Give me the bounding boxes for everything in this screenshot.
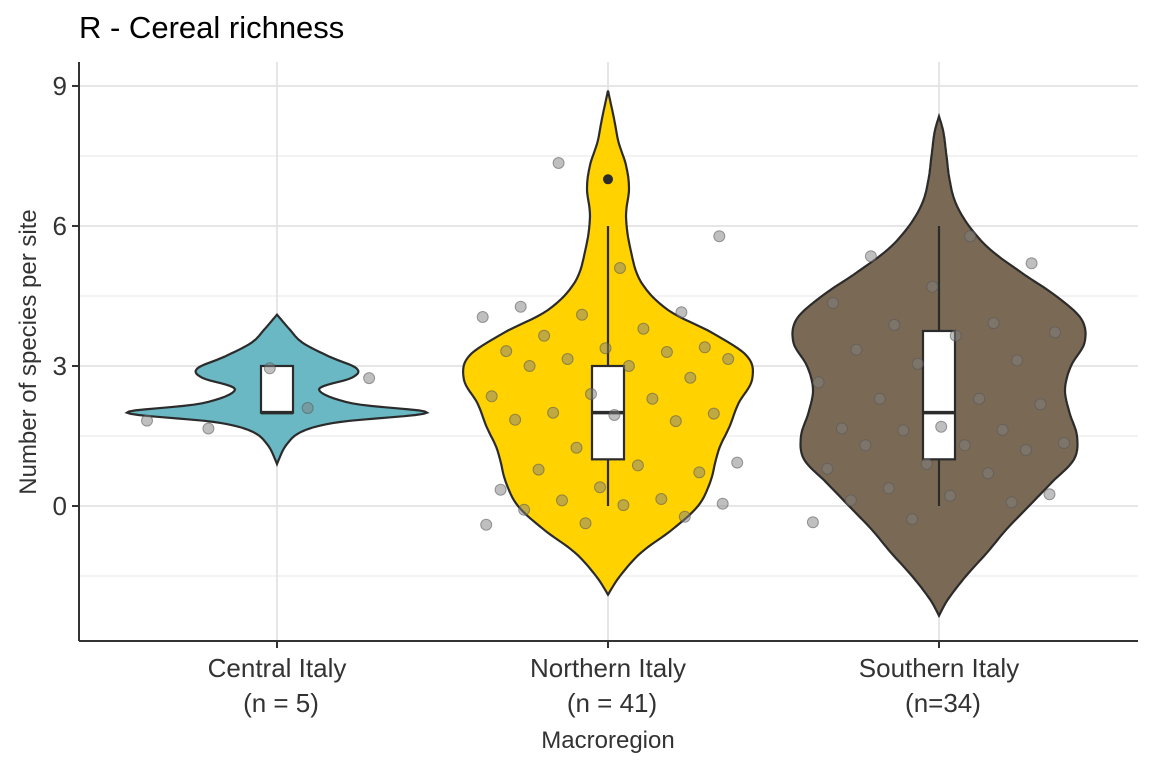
data-point: [579, 517, 592, 530]
chart-title: R - Cereal richness: [79, 10, 344, 45]
y-tick-label: 6: [53, 211, 67, 241]
data-point: [480, 518, 493, 531]
data-point: [1020, 444, 1032, 456]
data-point: [949, 329, 962, 342]
data-point: [835, 422, 848, 435]
data-point: [911, 357, 924, 370]
data-point: [518, 503, 531, 516]
data-point: [538, 329, 551, 342]
data-point: [850, 343, 863, 356]
data-point: [944, 489, 957, 502]
data-point: [622, 360, 635, 372]
data-point: [713, 230, 726, 243]
data-point: [958, 439, 971, 452]
data-point: [363, 372, 376, 385]
data-point: [684, 371, 697, 384]
data-point: [509, 413, 522, 426]
box-iqr: [921, 329, 957, 461]
y-tick-label: 0: [53, 491, 67, 521]
data-point: [678, 510, 691, 523]
data-point: [1011, 354, 1024, 367]
data-point: [1049, 326, 1061, 339]
data-point: [827, 297, 839, 309]
data-point: [812, 376, 825, 389]
data-point: [693, 466, 706, 479]
data-point: [920, 458, 933, 470]
data-point: [982, 467, 995, 480]
data-point: [646, 392, 659, 405]
x-axis-title: Macroregion: [541, 727, 674, 754]
data-point: [599, 342, 612, 355]
y-tick-label: 9: [53, 71, 67, 101]
data-point: [631, 459, 644, 472]
data-point: [806, 516, 819, 529]
x-tick-label-line1: Southern Italy: [859, 653, 1019, 683]
data-point: [731, 456, 744, 469]
x-tick-label-line2: (n = 5): [243, 688, 319, 718]
data-point: [514, 300, 527, 313]
data-point: [1025, 257, 1038, 270]
data-point: [973, 392, 986, 405]
x-tick-label-line1: Central Italy: [208, 653, 347, 683]
data-point: [660, 346, 673, 358]
data-point: [897, 424, 910, 437]
data-point: [556, 494, 568, 507]
data-point: [494, 483, 507, 496]
data-point: [935, 420, 948, 433]
data-point: [669, 415, 682, 428]
data-point: [301, 402, 314, 414]
data-point: [864, 250, 877, 263]
data-point: [523, 360, 536, 372]
y-tick-label: 3: [53, 351, 67, 381]
y-axis-title: Number of species per site: [15, 209, 42, 494]
x-tick-label-line2: (n = 41): [567, 688, 657, 718]
data-point: [485, 390, 498, 403]
data-point: [844, 494, 857, 507]
data-point: [964, 230, 977, 243]
data-point: [873, 392, 886, 405]
data-point: [1043, 488, 1056, 501]
data-point: [859, 439, 872, 452]
axes: 0 3 6 9 Central Italy (n = 5) Northern Italy (n…: [53, 62, 1138, 718]
data-point: [906, 513, 919, 526]
data-point: [500, 345, 513, 358]
box-iqr: [259, 364, 295, 414]
data-point: [821, 462, 834, 475]
data-point: [987, 317, 1000, 330]
data-point: [882, 482, 895, 495]
data-point: [1058, 437, 1070, 449]
data-point: [547, 406, 560, 419]
data-point: [707, 407, 720, 420]
data-point: [614, 262, 626, 274]
x-tick-label-line2: (n=34): [905, 688, 981, 718]
data-point: [617, 499, 630, 512]
data-point: [576, 308, 588, 321]
data-point: [532, 463, 545, 476]
data-point: [1034, 398, 1047, 411]
outlier-point: [603, 174, 613, 185]
data-point: [637, 322, 650, 335]
data-point: [585, 388, 597, 400]
data-point: [202, 422, 215, 435]
data-point: [996, 423, 1009, 436]
data-point: [570, 441, 583, 454]
data-point: [675, 306, 688, 319]
data-point: [552, 157, 565, 169]
data-point: [926, 280, 939, 293]
x-tick-label-line1: Northern Italy: [530, 653, 686, 683]
data-point: [1005, 496, 1018, 509]
data-point: [594, 481, 606, 494]
data-point: [263, 362, 276, 375]
data-point: [888, 318, 901, 331]
data-point: [608, 409, 621, 421]
data-point: [722, 353, 735, 365]
data-point: [655, 493, 668, 505]
data-point: [141, 414, 153, 427]
data-point: [716, 497, 729, 510]
data-point: [476, 311, 489, 323]
data-point: [561, 353, 574, 365]
data-point: [698, 341, 711, 354]
jitter-points: [141, 157, 1070, 531]
